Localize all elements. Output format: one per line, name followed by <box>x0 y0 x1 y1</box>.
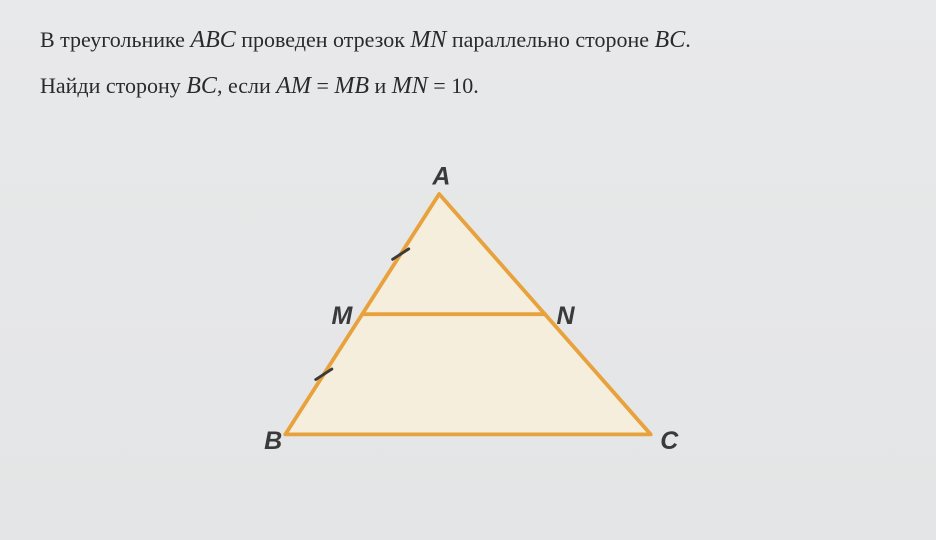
text-segment: и <box>369 73 392 98</box>
math-mn2: MN <box>392 73 428 99</box>
vertex-label-n: N <box>556 302 575 330</box>
vertex-label-a: A <box>431 164 450 190</box>
problem-line-1: В треугольнике ABC проведен отрезок MN п… <box>40 18 896 64</box>
diagram-container: A B C M N <box>40 164 896 474</box>
math-abc: ABC <box>190 27 235 53</box>
text-value: 10. <box>451 73 479 98</box>
text-eq: = <box>311 73 334 98</box>
text-segment: Найди сторону <box>40 73 186 98</box>
problem-statement: В треугольнике ABC проведен отрезок MN п… <box>40 18 896 109</box>
vertex-label-c: C <box>660 427 679 455</box>
vertex-label-b: B <box>264 427 282 455</box>
text-segment: проведен отрезок <box>236 27 411 52</box>
math-mb: MB <box>334 73 369 99</box>
problem-line-2: Найди сторону BC, если AM = MB и MN = 10… <box>40 64 896 110</box>
math-am: AM <box>276 73 311 99</box>
vertex-label-m: M <box>331 302 353 330</box>
text-eq2: = <box>428 73 451 98</box>
text-segment: , если <box>217 73 276 98</box>
text-segment: В треугольнике <box>40 27 190 52</box>
text-segment: . <box>685 27 691 52</box>
math-bc: BC <box>655 27 686 53</box>
text-segment: параллельно стороне <box>446 27 654 52</box>
triangle-diagram: A B C M N <box>218 164 718 474</box>
math-bc2: BC <box>186 73 217 99</box>
math-mn: MN <box>410 27 446 53</box>
